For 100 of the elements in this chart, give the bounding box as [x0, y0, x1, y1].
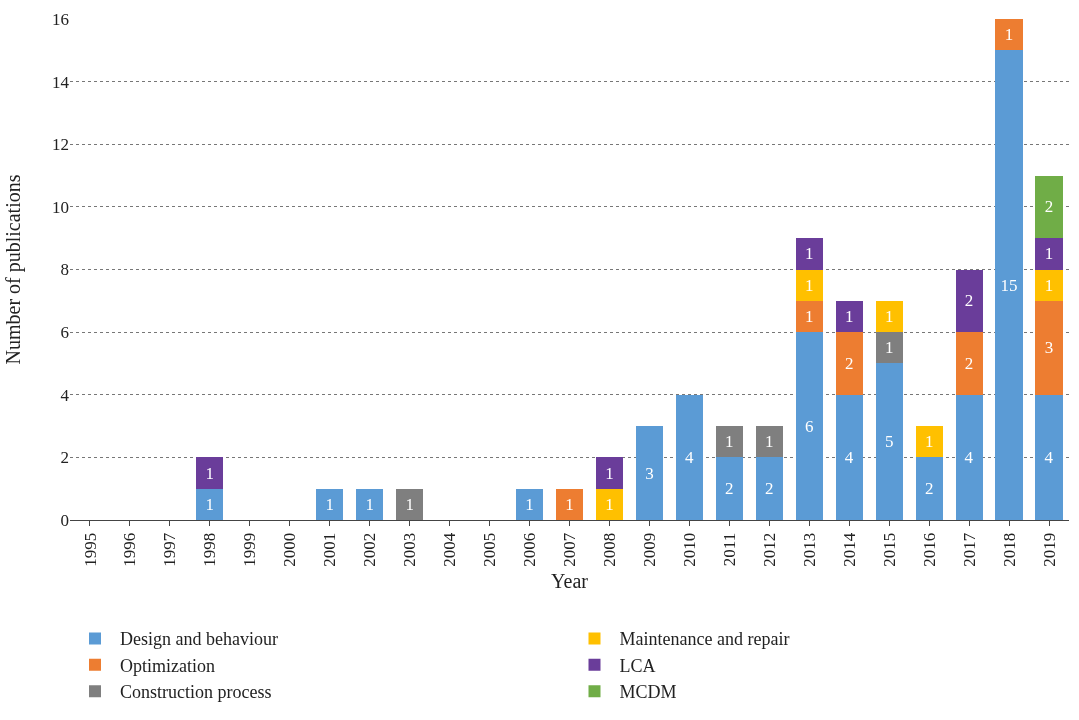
y-tick-label: 16 [52, 9, 69, 29]
data-label: 1 [1044, 275, 1054, 295]
data-label: 1 [805, 244, 814, 264]
bar [316, 488, 344, 520]
x-tick-label: 2000 [280, 532, 300, 567]
bar [875, 300, 903, 333]
data-label: 1 [525, 494, 534, 514]
bar [595, 488, 624, 520]
x-tick-label: 2016 [919, 532, 939, 567]
x-tick-label: 2005 [480, 532, 500, 567]
data-label: 1 [365, 494, 374, 514]
x-axis-title: Year [551, 570, 589, 593]
y-tick-label: 14 [52, 72, 70, 92]
bar [595, 457, 624, 489]
legend-label: Optimization [120, 655, 215, 676]
data-label: 2 [1044, 197, 1054, 217]
data-label: 4 [964, 447, 974, 467]
bar [1035, 300, 1063, 395]
x-tick-label: 1999 [240, 532, 260, 567]
data-label: 2 [844, 353, 854, 373]
x-tick-label: 2007 [560, 532, 580, 567]
data-label: 1 [1044, 244, 1054, 264]
data-label: 1 [605, 463, 614, 483]
x-tick-label: 2009 [639, 532, 659, 567]
data-label: 2 [924, 479, 934, 499]
bar [555, 488, 584, 520]
x-tick-label: 2011 [719, 532, 739, 567]
bar [515, 488, 544, 520]
bar [795, 269, 823, 301]
y-tick-label: 8 [60, 260, 69, 280]
bar [196, 457, 224, 489]
data-label: 3 [1044, 338, 1054, 358]
y-tick-label: 10 [52, 197, 69, 217]
bar [715, 426, 743, 458]
data-label: 1 [924, 432, 934, 452]
bar [1035, 175, 1063, 239]
x-tick-label: 1997 [160, 532, 180, 567]
data-label: 1 [805, 275, 814, 295]
data-label: 5 [884, 432, 894, 452]
y-tick-label: 0 [60, 510, 69, 530]
bar [755, 457, 783, 520]
bar [875, 363, 903, 520]
legend-label: Maintenance and repair [619, 629, 790, 650]
x-tick-label: 2018 [999, 532, 1019, 567]
y-tick-label: 6 [60, 323, 69, 343]
bar [995, 50, 1023, 520]
bar [675, 394, 703, 520]
data-label: 2 [964, 291, 974, 311]
x-tick-label: 2001 [320, 532, 340, 567]
y-tick-label: 4 [60, 385, 70, 405]
x-tick-label: 2002 [360, 532, 380, 567]
bar [835, 394, 863, 520]
bar [915, 426, 943, 458]
legend-label: Construction process [120, 682, 272, 703]
y-axis-title: Number of publications [2, 174, 25, 365]
legend-label: MCDM [619, 682, 677, 703]
bar [1035, 238, 1063, 270]
data-label: 2 [765, 479, 774, 499]
data-label: 6 [805, 416, 814, 436]
x-tick-label: 2004 [440, 532, 460, 567]
data-label: 2 [964, 353, 974, 373]
bar [715, 457, 743, 520]
data-label: 2 [725, 479, 734, 499]
x-tick-label: 2006 [520, 532, 540, 567]
data-label: 1 [605, 494, 614, 514]
x-tick-label: 2015 [879, 532, 899, 567]
data-label: 15 [1000, 275, 1018, 295]
x-tick-label: 1996 [120, 532, 140, 567]
bar [835, 332, 863, 395]
y-tick-label: 12 [52, 135, 69, 155]
data-label: 1 [405, 494, 414, 514]
x-tick-label: 2012 [759, 532, 779, 567]
data-label: 1 [844, 306, 854, 326]
x-tick-label: 2008 [599, 532, 619, 567]
data-label: 1 [805, 306, 814, 326]
data-label: 4 [1044, 447, 1054, 467]
x-tick-label: 1995 [80, 532, 100, 567]
legend-label: LCA [619, 655, 656, 676]
x-tick-label: 2013 [799, 532, 819, 567]
data-label: 1 [765, 432, 774, 452]
bar [396, 488, 424, 520]
bar [1035, 269, 1063, 301]
x-tick-label: 2014 [839, 532, 859, 567]
bar [795, 238, 823, 270]
x-tick-label: 1998 [200, 532, 220, 567]
data-label: 1 [325, 494, 334, 514]
data-label: 1 [1004, 25, 1014, 45]
bar [1035, 394, 1063, 520]
data-label: 3 [645, 463, 654, 483]
bar [955, 332, 983, 395]
data-label: 1 [565, 494, 574, 514]
x-tick-label: 2019 [1039, 532, 1059, 567]
bar [955, 394, 983, 520]
bar [835, 300, 863, 333]
data-label: 1 [205, 463, 215, 483]
bar [755, 426, 783, 458]
x-tick-label: 2003 [400, 532, 420, 567]
data-label: 1 [884, 338, 894, 358]
y-tick-label: 2 [60, 448, 69, 468]
data-label: 4 [844, 447, 854, 467]
